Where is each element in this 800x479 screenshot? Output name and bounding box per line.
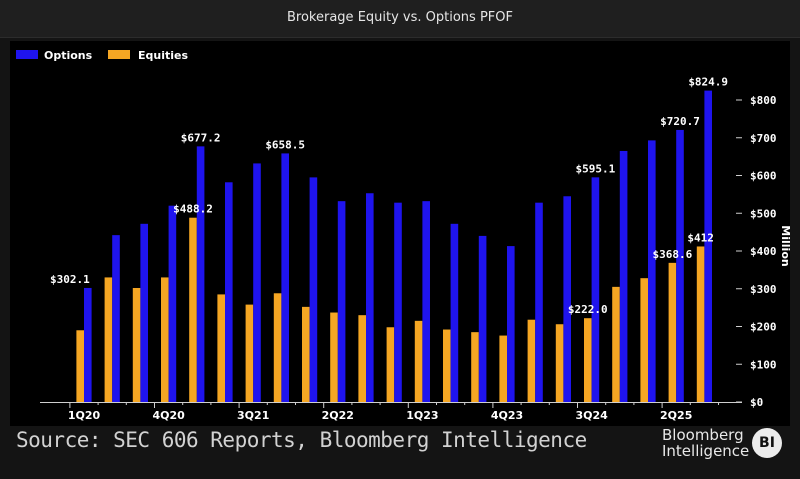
y-tick-label: $400 [750,245,777,258]
bar-options-2Q23 [450,223,459,402]
pfof-bar-chart: Options Equities $302.1 $488.2 $677.2 $658.5 $… [16,49,790,422]
bar-options-2Q22 [337,201,346,402]
bar-options-2Q21 [225,182,233,402]
bar-equities-1Q24 [527,319,536,402]
bar-equities-2Q23 [443,329,451,402]
bar-options-2Q25 [676,129,684,402]
legend-swatch-options [16,50,38,59]
bar-equities-2Q22 [330,312,338,402]
bar-options-1Q20 [84,287,92,402]
bar-options-3Q20 [140,223,148,402]
x-tick-label-2Q25: 2Q25 [660,409,692,422]
bar-options-1Q23 [422,201,430,402]
bar-equities-4Q23 [499,335,507,402]
bi-badge-icon: BI [752,428,782,458]
bar-equities-2Q20 [104,277,113,402]
bar-options-1Q25 [648,140,656,402]
legend-swatch-equities [108,50,130,59]
data-label-equities-3Q24: $222.0 [568,303,608,316]
bar-equities-3Q24 [584,318,592,402]
bar-equities-1Q22 [302,306,310,402]
bar-equities-1Q20 [76,330,84,402]
bar-equities-3Q23 [471,332,479,402]
bar-options-4Q21 [281,153,289,402]
bar-options-3Q21 [253,163,261,402]
y-tick-label: $600 [750,170,777,183]
chart-area: Options Equities $302.1 $488.2 $677.2 $658.5 $… [10,41,790,426]
y-tick-label: $700 [750,132,777,145]
x-tick-label-3Q24: 3Q24 [575,409,608,422]
bar-options-1Q24 [535,202,543,402]
bar-equities-3Q25 [696,246,705,402]
bar-options-4Q23 [507,246,515,402]
data-label-equities-3Q25: $412 [687,231,714,244]
bar-options-3Q25 [704,90,712,402]
bar-options-2Q24 [563,196,571,402]
y-tick-label: $0 [750,396,763,409]
bloomberg-intelligence-logo: Bloomberg Intelligence [662,427,749,459]
data-label-options-4Q21: $658.5 [265,138,305,151]
legend-label-equities: Equities [138,49,188,62]
data-label-options-1Q21: $677.2 [181,131,221,144]
bar-options-3Q22 [366,193,374,402]
x-tick-label-4Q23: 4Q23 [491,409,523,422]
bar-options-1Q21 [196,146,205,402]
bar-equities-4Q24 [612,286,620,402]
y-tick-label: $300 [750,283,777,296]
bar-equities-4Q22 [386,327,395,402]
bar-equities-1Q21 [189,217,197,402]
bar-equities-3Q20 [132,287,141,402]
y-axis-title: Million [779,225,790,266]
data-label-options-3Q25: $824.9 [688,76,728,89]
chart-title: Brokerage Equity vs. Options PFOF [287,10,513,25]
x-tick-label-1Q20: 1Q20 [68,409,101,422]
x-tick-label-4Q20: 4Q20 [152,409,185,422]
y-tick-label: $100 [750,358,777,371]
y-tick-label: $500 [750,207,777,220]
brand-line-1: Bloomberg [662,426,744,444]
source-note: Source: SEC 606 Reports, Bloomberg Intel… [16,428,587,452]
bar-options-2Q20 [112,235,120,402]
bar-equities-2Q24 [555,324,564,402]
chart-header: Brokerage Equity vs. Options PFOF [0,0,800,38]
bar-options-4Q24 [619,150,628,402]
bar-options-1Q22 [309,177,318,402]
bar-options-3Q24 [591,177,600,402]
data-label-options-3Q24: $595.1 [576,162,616,175]
bar-equities-1Q25 [640,278,648,402]
x-tick-label-1Q23: 1Q23 [406,409,438,422]
bar-options-3Q23 [478,235,487,402]
y-tick-label: $800 [750,94,777,107]
bar-options-4Q20 [168,205,177,402]
data-label-options-1Q20: $302.1 [50,273,90,286]
bar-equities-2Q21 [217,294,225,402]
legend-label-options: Options [44,49,93,62]
y-tick-label: $200 [750,321,777,334]
bar-options-4Q22 [394,202,402,402]
x-tick-label-3Q21: 3Q21 [237,409,269,422]
bar-equities-3Q21 [245,304,254,402]
bar-equities-3Q22 [358,315,366,402]
data-label-equities-2Q25: $368.6 [653,248,693,261]
bar-equities-1Q23 [414,320,423,402]
x-tick-label-2Q22: 2Q22 [322,409,354,422]
bar-equities-4Q20 [161,277,169,402]
bar-equities-4Q21 [273,293,282,402]
data-label-equities-1Q21: $488.2 [173,203,213,216]
brand-line-2: Intelligence [662,442,750,460]
data-label-options-2Q25: $720.7 [660,115,700,128]
bar-equities-2Q25 [668,262,677,402]
